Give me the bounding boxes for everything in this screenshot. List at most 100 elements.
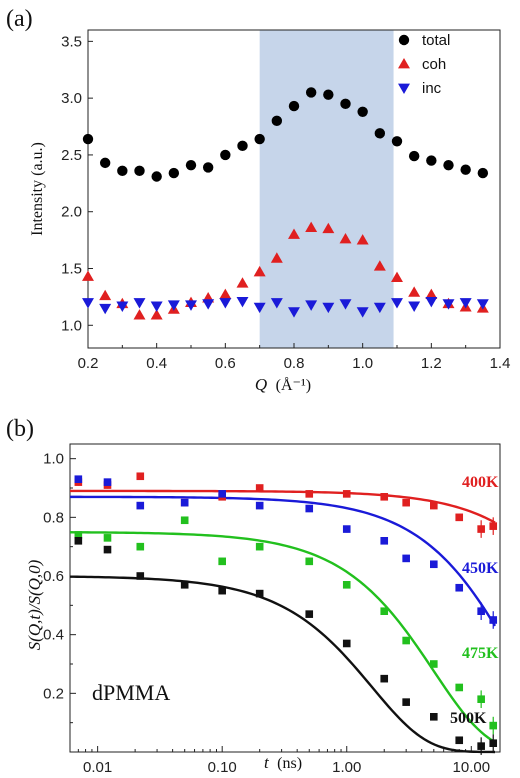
y-tick-label: 3.0 bbox=[61, 90, 82, 107]
data-point-inc bbox=[391, 298, 403, 309]
data-point-500K bbox=[402, 698, 410, 706]
data-point-total bbox=[185, 159, 197, 171]
y-tick-label: 0.2 bbox=[43, 685, 64, 702]
data-point-475K bbox=[477, 695, 485, 703]
data-point-total bbox=[220, 149, 231, 161]
data-point-475K bbox=[180, 516, 189, 525]
fit-curve-450K bbox=[70, 495, 497, 627]
x-tick-label: 1.2 bbox=[421, 355, 442, 372]
panel-b-label: (b) bbox=[6, 416, 34, 442]
data-point-coh bbox=[99, 289, 112, 301]
data-point-400K bbox=[380, 493, 389, 501]
legend-marker-coh bbox=[398, 58, 410, 69]
data-point-inc bbox=[459, 298, 472, 309]
data-point-450K bbox=[305, 504, 314, 513]
panel-b-x-unit: (ns) bbox=[277, 755, 302, 772]
data-point-475K bbox=[218, 557, 226, 566]
data-point-coh bbox=[408, 286, 421, 297]
data-point-400K bbox=[402, 498, 410, 507]
data-point-450K bbox=[218, 490, 226, 498]
fit-curve-400K bbox=[70, 489, 496, 524]
legend: total coh inc bbox=[398, 32, 450, 97]
data-point-total bbox=[460, 164, 471, 175]
x-tick-label: 0.4 bbox=[146, 355, 167, 372]
x-tick-label: 1.00 bbox=[332, 759, 361, 776]
panel-a-y-label: Intensity (a.u.) bbox=[29, 142, 46, 236]
x-tick-label: 0.10 bbox=[208, 759, 237, 776]
data-point-450K bbox=[136, 501, 145, 510]
data-point-475K bbox=[136, 542, 145, 551]
temperature-label-500K: 500K bbox=[450, 710, 487, 727]
panel-b: (b) 0.01 0.10 1.00 10.00 0.2 0.4 0.6 0.8 1.0 400… bbox=[6, 416, 501, 776]
data-point-400K bbox=[305, 490, 314, 498]
data-point-450K bbox=[489, 616, 498, 624]
data-point-coh bbox=[133, 309, 146, 320]
data-point-total bbox=[305, 87, 317, 98]
data-point-inc bbox=[270, 298, 283, 309]
data-point-total bbox=[408, 150, 420, 162]
data-point-inc bbox=[408, 301, 421, 312]
data-point-500K bbox=[180, 581, 189, 589]
data-point-inc bbox=[373, 302, 386, 314]
data-point-inc bbox=[425, 297, 438, 308]
y-tick-label: 0.4 bbox=[43, 627, 64, 644]
data-point-500K bbox=[455, 736, 464, 745]
data-point-inc bbox=[356, 307, 369, 318]
data-point-475K bbox=[455, 683, 464, 692]
data-point-total bbox=[254, 133, 265, 145]
sample-annotation: dPMMA bbox=[92, 680, 170, 705]
q-range-band bbox=[259, 30, 394, 348]
data-point-total bbox=[374, 128, 386, 139]
y-tick-label: 1.0 bbox=[43, 451, 64, 468]
panel-b-frame bbox=[69, 443, 501, 753]
data-point-450K bbox=[402, 554, 410, 563]
data-point-coh bbox=[82, 270, 94, 281]
data-point-inc bbox=[322, 302, 335, 314]
x-tick-label: 0.8 bbox=[284, 355, 305, 372]
data-point-inc bbox=[167, 300, 180, 311]
data-point-500K bbox=[103, 545, 112, 554]
data-point-inc bbox=[82, 298, 94, 309]
data-point-coh bbox=[356, 234, 369, 245]
legend-marker-inc bbox=[398, 83, 410, 94]
y-tick-label: 0.8 bbox=[43, 509, 64, 526]
y-tick-label: 2.0 bbox=[61, 204, 82, 221]
data-point-inc bbox=[185, 300, 197, 311]
panel-b-x-var: t bbox=[264, 753, 270, 772]
panel-a-label: (a) bbox=[6, 6, 33, 32]
data-point-475K bbox=[255, 542, 264, 551]
data-point-400K bbox=[342, 490, 351, 498]
x-tick-label: 0.6 bbox=[215, 355, 236, 372]
data-point-475K bbox=[103, 534, 112, 542]
data-point-total bbox=[271, 115, 283, 127]
data-point-inc bbox=[202, 299, 215, 310]
data-point-500K bbox=[74, 537, 83, 545]
data-point-450K bbox=[380, 537, 389, 545]
panel-b-y-label: S(Q,t)/S(Q,0) bbox=[25, 559, 44, 650]
data-point-450K bbox=[74, 475, 83, 483]
data-point-total bbox=[117, 165, 128, 177]
data-point-475K bbox=[380, 607, 389, 615]
data-point-inc bbox=[133, 298, 146, 309]
data-point-coh bbox=[253, 265, 266, 277]
data-point-coh bbox=[305, 221, 318, 233]
data-point-total bbox=[237, 140, 248, 152]
data-point-450K bbox=[430, 560, 438, 569]
data-point-500K bbox=[255, 589, 264, 598]
x-tick-label: 1.0 bbox=[352, 355, 373, 372]
data-point-total bbox=[391, 136, 403, 147]
data-point-total bbox=[134, 165, 145, 177]
data-point-inc bbox=[476, 299, 489, 310]
data-point-total bbox=[443, 159, 454, 171]
legend-label-inc: inc bbox=[422, 80, 442, 97]
data-point-coh bbox=[150, 309, 163, 320]
data-point-500K bbox=[380, 674, 389, 683]
data-point-inc bbox=[236, 297, 249, 308]
data-point-400K bbox=[255, 484, 264, 492]
data-point-total bbox=[477, 167, 489, 179]
data-point-inc bbox=[339, 299, 352, 310]
data-point-total bbox=[168, 167, 180, 179]
data-point-450K bbox=[180, 498, 189, 507]
data-point-450K bbox=[455, 583, 464, 592]
